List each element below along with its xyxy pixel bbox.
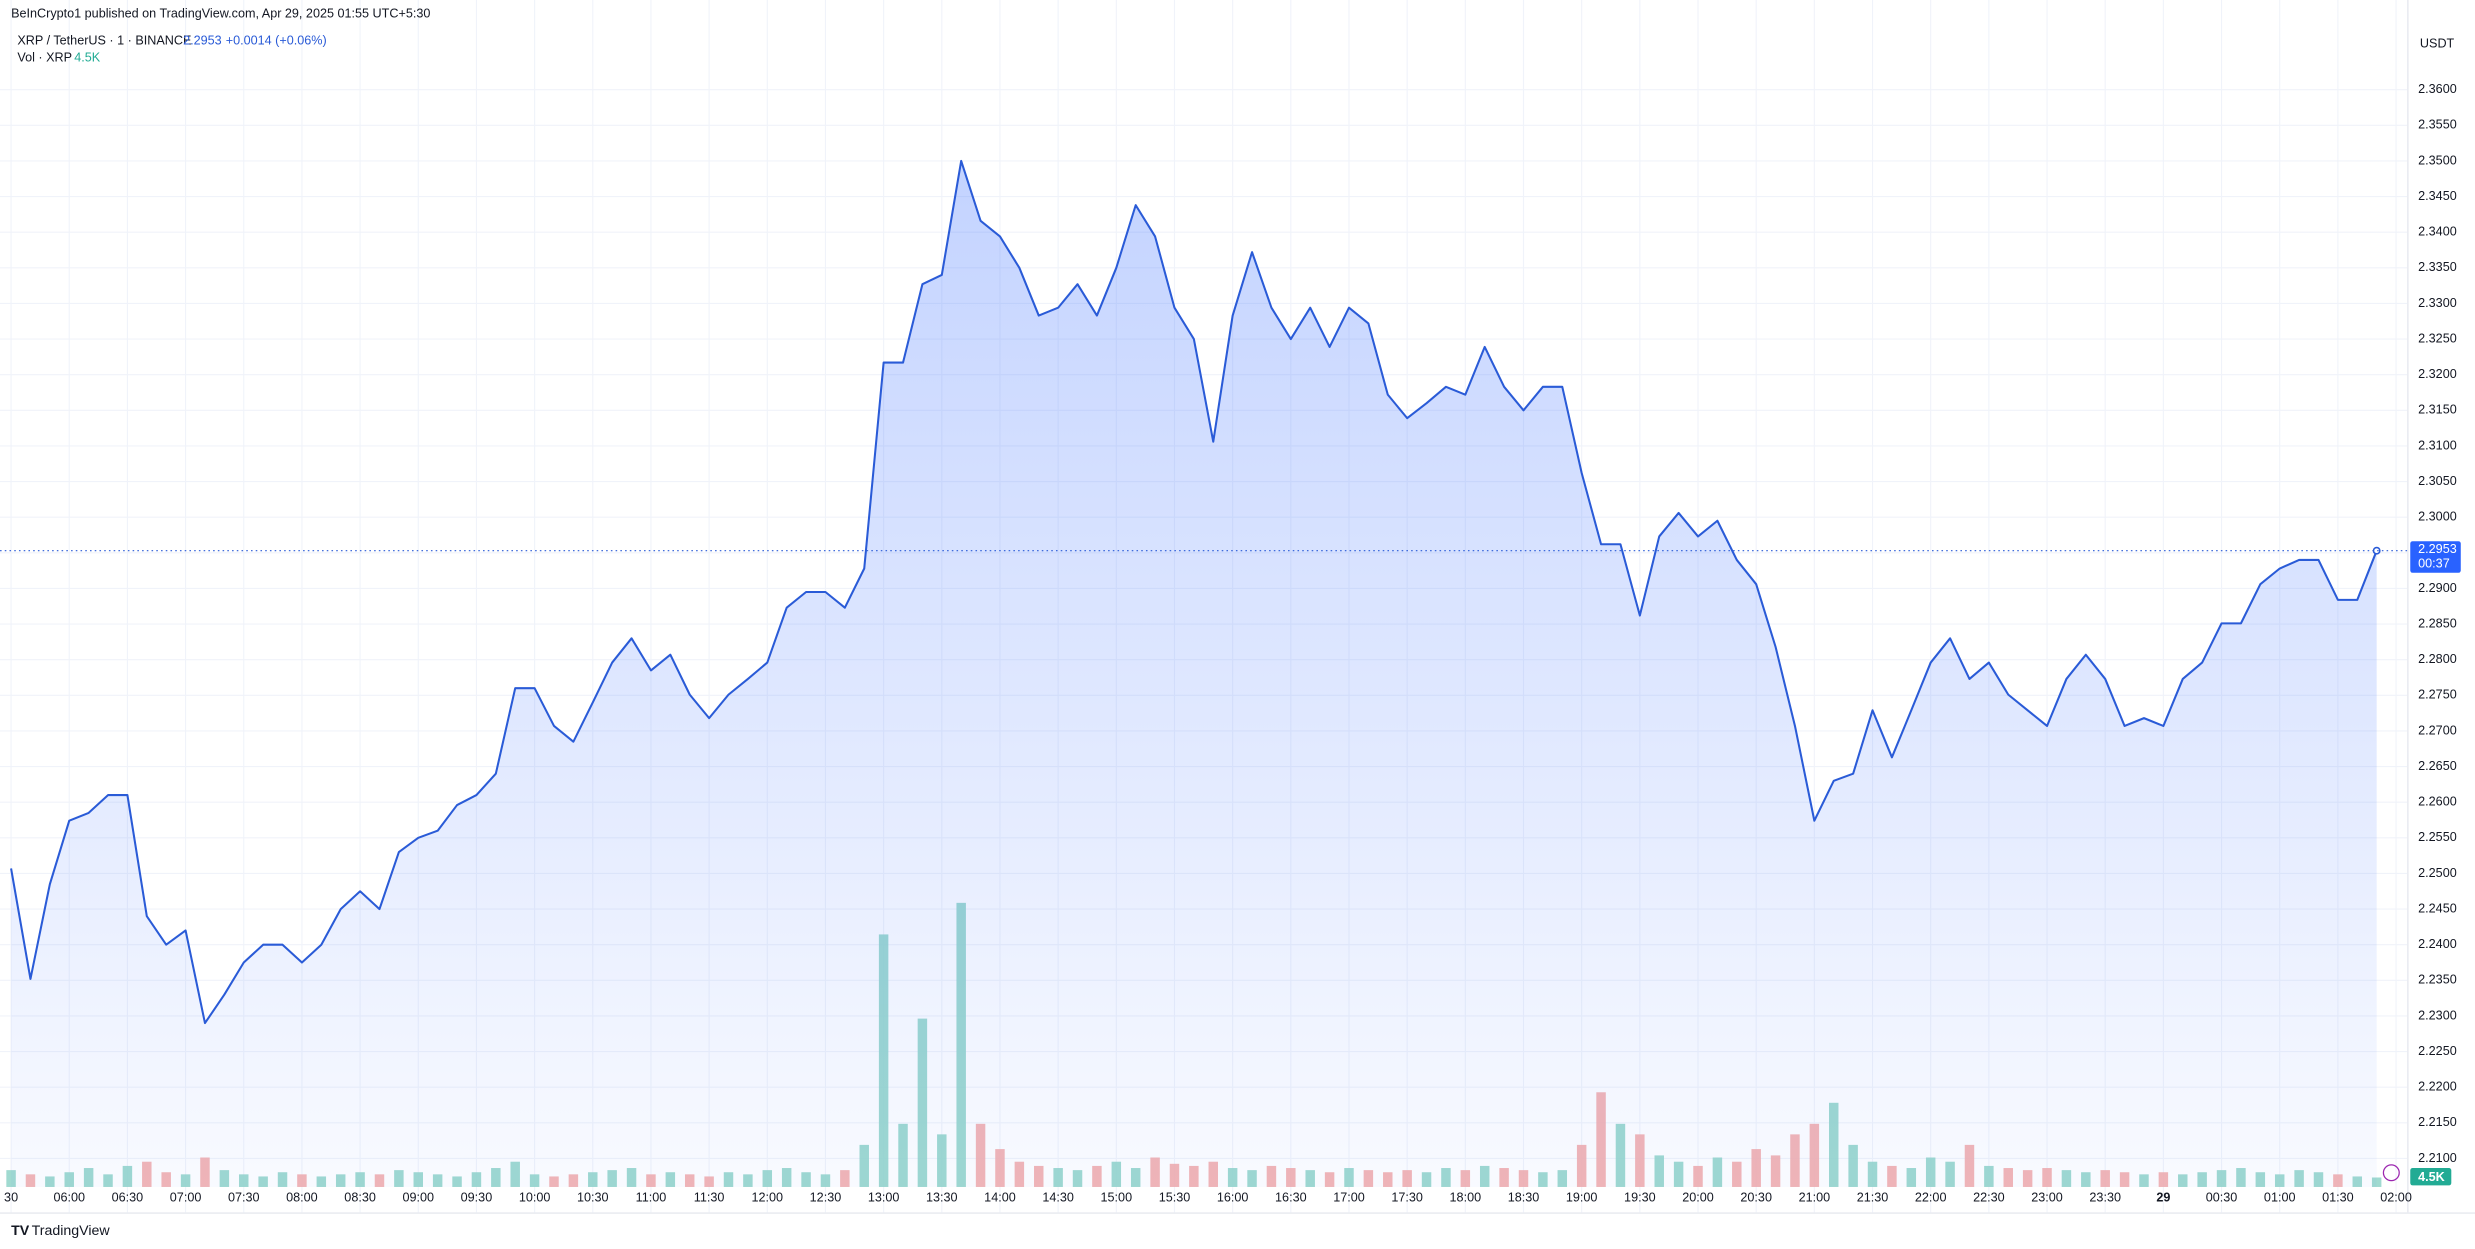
y-tick-label: 2.3450 xyxy=(2418,189,2457,203)
volume-label: 4.5K xyxy=(2418,1170,2445,1184)
y-tick-label: 2.3600 xyxy=(2418,82,2457,96)
x-tick-label: 16:30 xyxy=(1275,1190,1307,1204)
x-tick-label: 06:00 xyxy=(53,1190,85,1204)
x-tick-label: 12:30 xyxy=(810,1190,842,1204)
x-tick-label: 14:30 xyxy=(1042,1190,1074,1204)
x-tick-label: 00:30 xyxy=(2206,1190,2238,1204)
lightning-icon[interactable] xyxy=(2382,1164,2400,1182)
x-tick-label: 12:00 xyxy=(752,1190,784,1204)
footer-brand: TradingView xyxy=(32,1223,111,1239)
y-tick-label: 2.2700 xyxy=(2418,723,2457,737)
y-tick-label: 2.2250 xyxy=(2418,1044,2457,1058)
x-tick-label: 13:00 xyxy=(868,1190,900,1204)
x-tick-label: 22:30 xyxy=(1973,1190,2005,1204)
y-tick-label: 2.2800 xyxy=(2418,652,2457,666)
x-tick-label: 17:00 xyxy=(1333,1190,1365,1204)
y-tick-label: 2.3500 xyxy=(2418,153,2457,167)
y-tick-label: 2.3150 xyxy=(2418,403,2457,417)
y-tick-label: 2.2900 xyxy=(2418,581,2457,595)
y-tick-label: 2.2550 xyxy=(2418,830,2457,844)
y-tick-label: 2.3400 xyxy=(2418,225,2457,239)
y-tick-label: 2.2500 xyxy=(2418,866,2457,880)
x-tick-label: 23:00 xyxy=(2031,1190,2063,1204)
x-tick-label: 18:00 xyxy=(1450,1190,1482,1204)
y-tick-label: 2.3350 xyxy=(2418,260,2457,274)
volume-label-box xyxy=(2410,1168,2452,1186)
footer-logo: TV xyxy=(11,1223,30,1239)
x-tick-label: 08:30 xyxy=(344,1190,376,1204)
x-tick-label: 07:30 xyxy=(228,1190,260,1204)
price-area xyxy=(11,160,2377,1187)
x-tick-label: 09:00 xyxy=(402,1190,434,1204)
y-tick-label: 2.2850 xyxy=(2418,616,2457,630)
y-tick-label: 2.2200 xyxy=(2418,1080,2457,1094)
header-change: +0.0014 (+0.06%) xyxy=(226,33,327,47)
x-tick-label: 21:00 xyxy=(1799,1190,1831,1204)
y-tick-label: 2.2150 xyxy=(2418,1115,2457,1129)
x-tick-label: 01:30 xyxy=(2322,1190,2354,1204)
x-tick-label: 23:30 xyxy=(2089,1190,2121,1204)
x-tick-label: 22:00 xyxy=(1915,1190,1947,1204)
y-tick-label: 2.2750 xyxy=(2418,688,2457,702)
x-tick-label: 06:30 xyxy=(112,1190,144,1204)
y-tick-label: 2.3100 xyxy=(2418,438,2457,452)
x-tick-label: 16:00 xyxy=(1217,1190,1249,1204)
x-tick-label: 15:00 xyxy=(1101,1190,1133,1204)
symbol: XRP / TetherUS · 1 · BINANCE xyxy=(17,33,191,47)
x-tick-label: 15:30 xyxy=(1159,1190,1191,1204)
x-tick-label: 10:00 xyxy=(519,1190,551,1204)
y-tick-label: 2.2300 xyxy=(2418,1008,2457,1022)
x-tick-label: 20:30 xyxy=(1740,1190,1772,1204)
header-price: 2.2953 xyxy=(183,33,222,47)
x-tick-label: 02:00 xyxy=(2380,1190,2412,1204)
x-tick-label: 19:30 xyxy=(1624,1190,1656,1204)
y-tick-label: 2.2100 xyxy=(2418,1151,2457,1165)
y-tick-label: 2.2450 xyxy=(2418,901,2457,915)
last-price-label: 2.2953 xyxy=(2418,542,2457,556)
y-tick-label: 2.3300 xyxy=(2418,296,2457,310)
price-line xyxy=(10,159,2378,1025)
countdown: 00:37 xyxy=(2418,556,2450,570)
y-tick-label: 2.2350 xyxy=(2418,973,2457,987)
x-tick-label: 08:00 xyxy=(286,1190,318,1204)
x-tick-label: 11:00 xyxy=(636,1190,667,1204)
x-tick-label: 30 xyxy=(4,1190,18,1204)
last-point xyxy=(2372,546,2381,555)
x-tick-label: 07:00 xyxy=(170,1190,202,1204)
volume-name: Vol · XRP xyxy=(17,51,72,65)
y-tick-label: 2.2400 xyxy=(2418,937,2457,951)
y-tick-label: 2.3200 xyxy=(2418,367,2457,381)
y-tick-label: 2.2600 xyxy=(2418,795,2457,809)
published: BeInCrypto1 published on TradingView.com… xyxy=(11,7,430,21)
y-tick-label: 2.3250 xyxy=(2418,331,2457,345)
x-tick-label: 21:30 xyxy=(1857,1190,1889,1204)
y-tick-label: 2.3550 xyxy=(2418,118,2457,132)
x-tick-label: 01:00 xyxy=(2264,1190,2296,1204)
x-tick-label: 14:00 xyxy=(984,1190,1016,1204)
volume-value: 4.5K xyxy=(74,51,101,65)
x-tick-label: 09:30 xyxy=(461,1190,493,1204)
y-tick-label: 2.2650 xyxy=(2418,759,2457,773)
last-price-box xyxy=(2410,541,2461,573)
x-tick-label: 13:30 xyxy=(926,1190,958,1204)
x-tick-label: 17:30 xyxy=(1391,1190,1423,1204)
x-tick-label: 19:00 xyxy=(1566,1190,1598,1204)
price xyxy=(0,159,2408,1187)
y-tick-label: 2.3050 xyxy=(2418,474,2457,488)
x-tick-label: 10:30 xyxy=(577,1190,609,1204)
x-tick-label: 11:30 xyxy=(694,1190,725,1204)
x-tick-label: 20:00 xyxy=(1682,1190,1714,1204)
x-tick-label: 18:30 xyxy=(1508,1190,1540,1204)
currency: USDT xyxy=(2420,37,2455,51)
x-tick-label: 29 xyxy=(2156,1190,2170,1204)
y-tick-label: 2.3000 xyxy=(2418,510,2457,524)
